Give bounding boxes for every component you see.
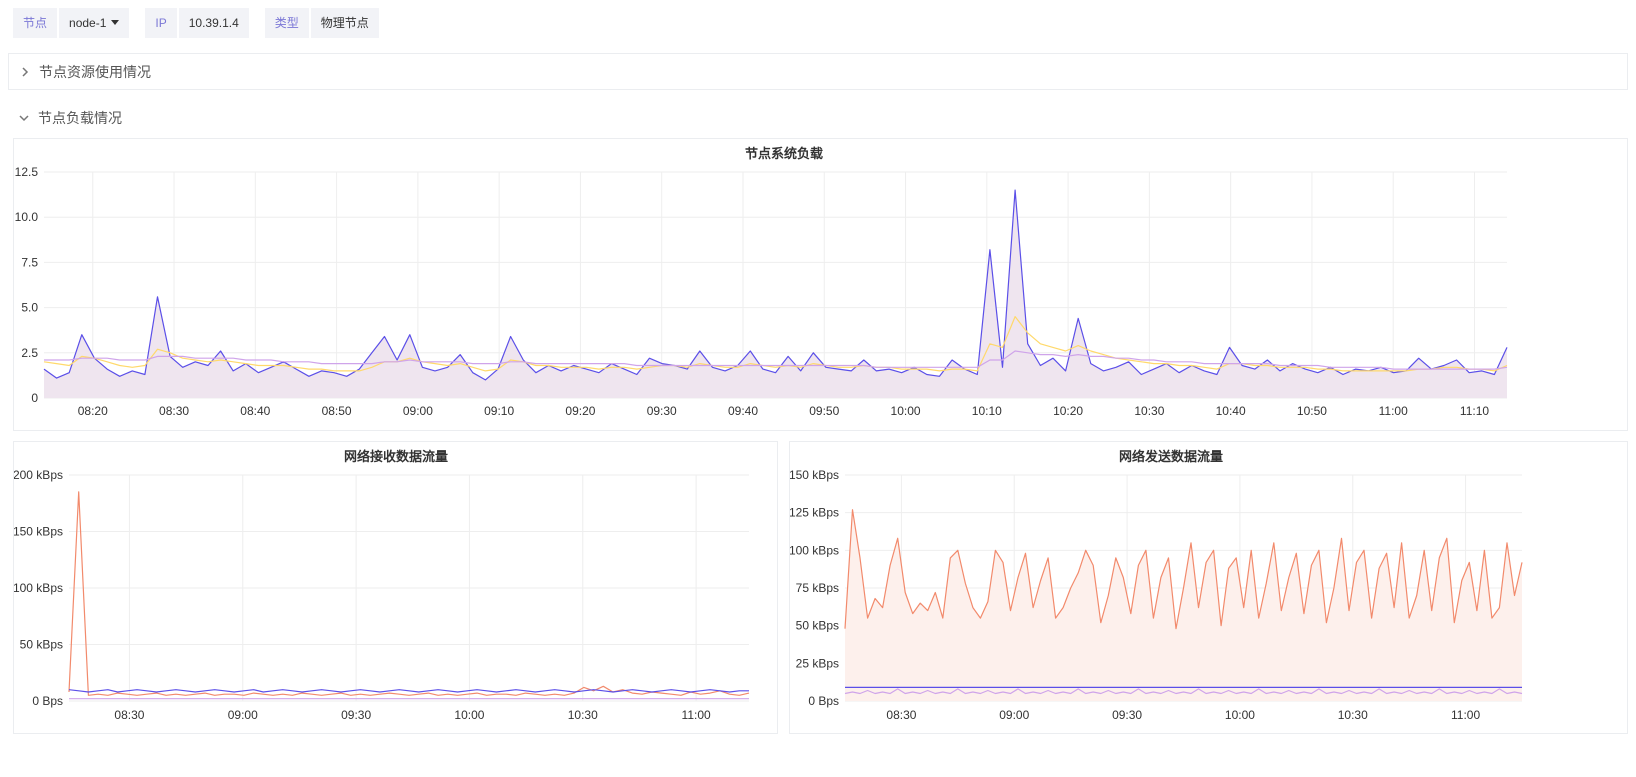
x-tick-label: 09:00: [999, 708, 1029, 722]
y-tick-label: 150 kBps: [790, 468, 839, 482]
series-area: [845, 509, 1522, 701]
x-tick-label: 08:40: [240, 404, 270, 418]
y-tick-label: 5.0: [21, 301, 38, 315]
y-tick-label: 100 kBps: [14, 581, 63, 595]
x-tick-label: 09:00: [403, 404, 433, 418]
series-line: [844, 509, 1523, 630]
y-tick-label: 0 Bps: [808, 694, 839, 708]
x-tick-label: 10:20: [1053, 404, 1083, 418]
system-load-chart-panel: 节点系统负载 0 2.5 5.0 7.5 10.0 12.5 08:20 08:30 08:40 0…: [13, 138, 1628, 431]
y-tick-label: 150 kBps: [14, 525, 63, 539]
x-tick-label: 10:30: [568, 708, 598, 722]
y-tick-label: 0: [31, 391, 38, 405]
y-tick-label: 125 kBps: [790, 506, 839, 520]
load-section-header[interactable]: 节点负载情况: [8, 106, 122, 130]
y-tick-label: 100 kBps: [790, 543, 839, 557]
node-filter-label: 节点: [13, 8, 58, 38]
x-tick-label: 11:00: [1451, 708, 1480, 722]
x-tick-label: 08:30: [159, 404, 189, 418]
y-tick-label: 200 kBps: [14, 468, 63, 482]
series-line: [44, 350, 1508, 370]
type-value: 物理节点: [310, 8, 379, 38]
x-tick-label: 09:50: [809, 404, 839, 418]
x-tick-label: 11:00: [682, 708, 711, 722]
node-select[interactable]: node-1: [59, 8, 130, 38]
x-tick-label: 11:00: [1379, 404, 1408, 418]
series-area: [44, 190, 1507, 398]
x-tick-label: 09:10: [484, 404, 514, 418]
x-tick-label: 10:00: [891, 404, 921, 418]
x-tick-label: 09:40: [728, 404, 758, 418]
y-tick-label: 7.5: [21, 255, 38, 269]
x-tick-label: 09:30: [647, 404, 677, 418]
ip-filter-label: IP: [145, 8, 177, 38]
chevron-right-icon: [22, 66, 29, 77]
x-tick-label: 08:50: [322, 404, 352, 418]
network-receive-chart-panel: 网络接收数据流量 0 Bps 50 kBps 100 kBps 150 kBps 200 …: [13, 441, 778, 734]
y-tick-label: 10.0: [15, 210, 39, 224]
network-transmit-chart: 网络发送数据流量 0 Bps 25 kBps 50 kBps 75 kBps 100 kB…: [790, 449, 1523, 722]
series-line: [43, 189, 1508, 381]
x-tick-label: 11:10: [1460, 404, 1489, 418]
series-line: [68, 491, 750, 696]
system-load-chart: 节点系统负载 0 2.5 5.0 7.5 10.0 12.5 08:20 08:30 08:40 0…: [15, 146, 1508, 418]
resource-usage-section-header[interactable]: 节点资源使用情况: [8, 53, 1628, 90]
chart-title: 网络发送数据流量: [1119, 449, 1223, 464]
chart-title: 网络接收数据流量: [344, 449, 448, 464]
y-tick-label: 50 kBps: [20, 638, 63, 652]
series-line: [844, 688, 1523, 695]
x-tick-label: 10:50: [1297, 404, 1327, 418]
x-tick-label: 10:00: [1225, 708, 1255, 722]
y-tick-label: 12.5: [15, 165, 39, 179]
series-line: [43, 316, 1508, 372]
x-tick-label: 10:10: [972, 404, 1002, 418]
x-tick-label: 09:30: [341, 708, 371, 722]
network-transmit-chart-panel: 网络发送数据流量 0 Bps 25 kBps 50 kBps 75 kBps 100 kB…: [789, 441, 1628, 734]
ip-value: 10.39.1.4: [178, 8, 249, 38]
x-tick-label: 08:30: [886, 708, 916, 722]
type-filter-label: 类型: [264, 8, 309, 38]
filter-bar: 节点 node-1 IP 10.39.1.4 类型 物理节点: [13, 8, 379, 38]
node-select-value: node-1: [69, 16, 107, 30]
chevron-down-icon: [19, 115, 29, 122]
x-tick-label: 09:20: [565, 404, 595, 418]
network-receive-chart: 网络接收数据流量 0 Bps 50 kBps 100 kBps 150 kBps 200 …: [14, 449, 750, 722]
series-line: [68, 689, 749, 693]
x-tick-label: 10:30: [1338, 708, 1368, 722]
load-section-title: 节点负载情况: [38, 110, 122, 126]
y-tick-label: 0 Bps: [32, 694, 63, 708]
x-tick-label: 08:20: [78, 404, 108, 418]
x-tick-label: 10:30: [1134, 404, 1164, 418]
y-tick-label: 25 kBps: [796, 656, 839, 670]
caret-down-icon: [111, 20, 120, 25]
resource-usage-section-title: 节点资源使用情况: [39, 63, 151, 80]
y-tick-label: 50 kBps: [796, 619, 839, 633]
x-tick-label: 09:30: [1112, 708, 1142, 722]
x-tick-label: 10:00: [454, 708, 484, 722]
x-tick-label: 09:00: [228, 708, 258, 722]
y-tick-label: 75 kBps: [796, 581, 839, 595]
chart-title: 节点系统负载: [745, 146, 823, 161]
y-tick-label: 2.5: [21, 346, 38, 360]
x-tick-label: 10:40: [1216, 404, 1246, 418]
x-tick-label: 08:30: [114, 708, 144, 722]
